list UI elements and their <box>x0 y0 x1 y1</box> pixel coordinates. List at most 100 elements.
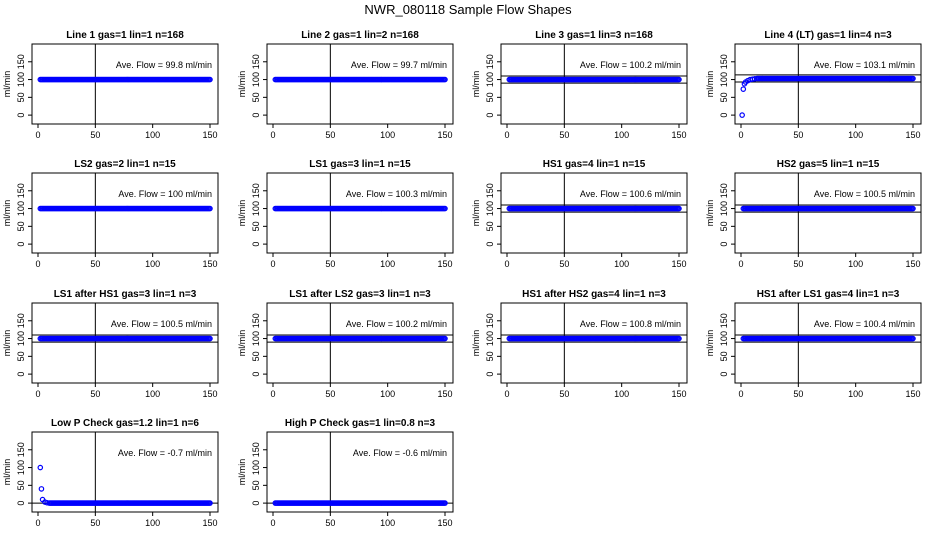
x-tick-label: 150 <box>905 389 920 399</box>
plot-frame <box>31 172 219 254</box>
x-tick-label: 50 <box>559 130 569 140</box>
panel-title: HS1 after HS2 gas=4 lin=1 n=3 <box>522 289 666 300</box>
x-tick-label: 50 <box>90 130 100 140</box>
panel-6: LS1 gas=3 lin=1 n=15 0 50 100 150 0 50 100 150 ml… <box>237 159 454 269</box>
x-tick-label: 100 <box>145 259 160 269</box>
plot-frame <box>266 431 454 513</box>
x-tick-label: 0 <box>270 130 275 140</box>
y-tick-label: 150 <box>485 183 495 198</box>
average-flow-annotation: Ave. Flow = 99.8 ml/min <box>116 60 212 70</box>
x-tick-label: 100 <box>380 389 395 399</box>
x-tick-label: 0 <box>35 389 40 399</box>
x-tick-label: 50 <box>325 518 335 528</box>
x-tick-label: 150 <box>437 130 452 140</box>
plot-frame <box>31 431 219 513</box>
data-point <box>442 205 448 212</box>
x-tick-label: 150 <box>437 389 452 399</box>
y-tick-label: 100 <box>251 72 261 87</box>
y-tick-label: 150 <box>16 54 26 69</box>
data-point <box>38 486 45 492</box>
panel-title: Line 3 gas=1 lin=3 n=168 <box>535 30 653 41</box>
data-point <box>676 205 682 212</box>
panel-12: HS1 after LS1 gas=4 lin=1 n=3 0 50 100 150 0 5… <box>705 289 922 399</box>
y-tick-label: 100 <box>485 201 495 216</box>
x-tick-label: 50 <box>793 259 803 269</box>
panel-title: Low P Check gas=1.2 lin=1 n=6 <box>51 418 199 429</box>
average-flow-annotation: Ave. Flow = 100.5 ml/min <box>814 189 915 199</box>
y-tick-label: 150 <box>16 183 26 198</box>
average-flow-annotation: Ave. Flow = 100 ml/min <box>118 189 212 199</box>
y-tick-label: 50 <box>251 480 261 490</box>
average-flow-annotation: Ave. Flow = 100.4 ml/min <box>814 319 915 329</box>
panel-title: LS1 gas=3 lin=1 n=15 <box>309 159 411 170</box>
y-tick-label: 100 <box>16 331 26 346</box>
x-tick-label: 50 <box>325 130 335 140</box>
y-axis-label: ml/min <box>705 71 715 98</box>
plot-frame <box>266 43 454 125</box>
figure-title: NWR_080118 Sample Flow Shapes <box>364 2 572 17</box>
panel-10: LS1 after LS2 gas=3 lin=1 n=3 0 50 100 150 0 5… <box>237 289 454 399</box>
y-axis-label: ml/min <box>237 459 247 486</box>
x-tick-label: 0 <box>35 518 40 528</box>
y-tick-label: 150 <box>251 313 261 328</box>
panel-14: High P Check gas=1 lin=0.8 n=3 0 50 100 150 0… <box>237 418 454 528</box>
x-tick-label: 100 <box>145 389 160 399</box>
average-flow-annotation: Ave. Flow = 100.8 ml/min <box>580 319 681 329</box>
y-axis-label: ml/min <box>2 71 12 98</box>
y-tick-label: 100 <box>719 201 729 216</box>
x-tick-label: 150 <box>202 259 217 269</box>
x-tick-label: 100 <box>848 389 863 399</box>
x-tick-label: 100 <box>380 259 395 269</box>
y-tick-label: 150 <box>16 313 26 328</box>
data-point <box>910 75 916 82</box>
y-tick-label: 0 <box>485 242 495 247</box>
average-flow-annotation: Ave. Flow = -0.6 ml/min <box>353 448 447 458</box>
y-tick-label: 0 <box>251 501 261 506</box>
y-tick-label: 150 <box>251 183 261 198</box>
data-point <box>442 335 448 342</box>
y-tick-label: 100 <box>16 201 26 216</box>
y-tick-label: 50 <box>485 351 495 361</box>
panel-title: Line 2 gas=1 lin=2 n=168 <box>301 30 419 41</box>
plot-frame <box>266 172 454 254</box>
panel-7: HS1 gas=4 lin=1 n=15 0 50 100 150 0 50 100 150 ml… <box>471 159 688 269</box>
data-point <box>207 500 213 506</box>
y-tick-label: 50 <box>251 351 261 361</box>
data-point <box>739 112 745 118</box>
y-tick-label: 50 <box>16 221 26 231</box>
panel-2: Line 2 gas=1 lin=2 n=168 0 50 100 150 0 50 100 1… <box>237 30 454 140</box>
y-tick-label: 0 <box>719 113 729 118</box>
y-axis-label: ml/min <box>471 330 481 357</box>
data-point <box>207 335 213 342</box>
x-tick-label: 50 <box>559 259 569 269</box>
panel-9: LS1 after HS1 gas=3 lin=1 n=3 0 50 100 150 0 5… <box>2 289 219 399</box>
panel-title: LS1 after LS2 gas=3 lin=1 n=3 <box>289 289 431 300</box>
y-tick-label: 0 <box>251 242 261 247</box>
y-axis-label: ml/min <box>2 330 12 357</box>
x-tick-label: 150 <box>202 518 217 528</box>
data-point <box>442 76 448 83</box>
y-axis-label: ml/min <box>237 71 247 98</box>
y-tick-label: 100 <box>251 460 261 475</box>
x-tick-label: 100 <box>614 130 629 140</box>
y-tick-label: 100 <box>251 331 261 346</box>
y-tick-label: 50 <box>719 92 729 102</box>
x-tick-label: 0 <box>738 259 743 269</box>
y-tick-label: 100 <box>16 72 26 87</box>
y-tick-label: 150 <box>16 442 26 457</box>
y-tick-label: 0 <box>485 372 495 377</box>
panel-title: HS1 after LS1 gas=4 lin=1 n=3 <box>757 289 900 300</box>
plot-frame <box>500 172 688 254</box>
x-tick-label: 150 <box>905 130 920 140</box>
x-tick-label: 150 <box>671 130 686 140</box>
y-tick-label: 50 <box>16 351 26 361</box>
y-tick-label: 150 <box>719 54 729 69</box>
x-tick-label: 50 <box>793 389 803 399</box>
panel-1: Line 1 gas=1 lin=1 n=168 0 50 100 150 0 50 100 1… <box>2 30 219 140</box>
y-tick-label: 150 <box>251 54 261 69</box>
panel-13: Low P Check gas=1.2 lin=1 n=6 0 50 100 150 0 5… <box>2 418 219 528</box>
y-tick-label: 150 <box>251 442 261 457</box>
panel-4: Line 4 (LT) gas=1 lin=4 n=3 0 50 100 150 0 50 1… <box>705 30 922 140</box>
panel-title: Line 1 gas=1 lin=1 n=168 <box>66 30 184 41</box>
data-point <box>207 76 213 83</box>
